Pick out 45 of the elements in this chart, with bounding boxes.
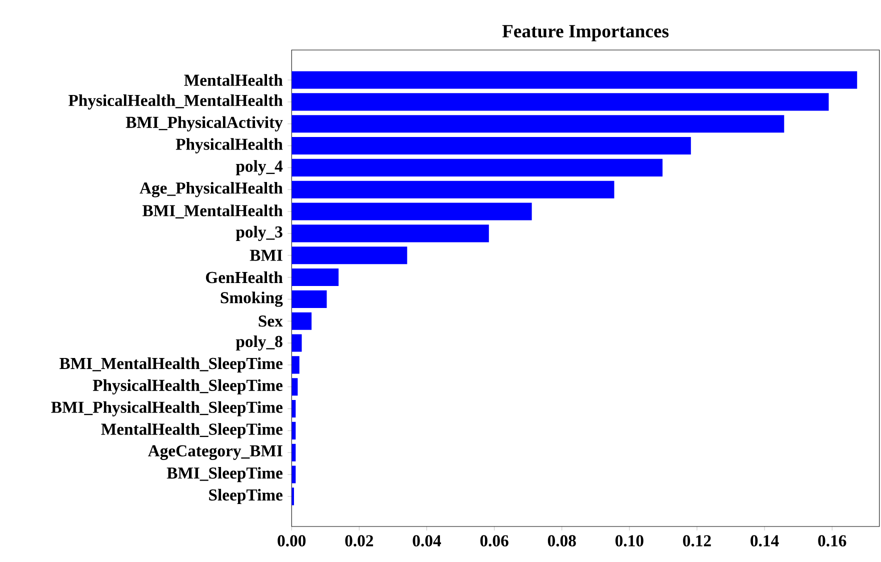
- y-tick-label: Age_PhysicalHealth: [140, 182, 283, 198]
- y-tick-label: PhysicalHealth_MentalHealth: [68, 94, 283, 110]
- y-tick-label: PhysicalHealth: [176, 138, 283, 154]
- x-tick-label: 0.10: [615, 535, 644, 547]
- chart-title: Feature Importances: [502, 25, 669, 42]
- y-tick-label: PhysicalHealth_SleepTime: [92, 379, 282, 395]
- y-tick-label: BMI_PhysicalActivity: [126, 116, 283, 132]
- y-tick-label: poly_3: [236, 226, 282, 242]
- bar: [292, 268, 339, 286]
- y-tick-label: poly_4: [236, 160, 283, 176]
- y-tick-label: Sex: [258, 316, 283, 327]
- bar: [292, 93, 829, 111]
- y-tick-label: poly_8: [236, 336, 282, 351]
- x-tick-label: 0.00: [278, 535, 306, 547]
- bar: [292, 312, 312, 330]
- bar: [292, 334, 302, 352]
- y-tick-label: BMI_PhysicalHealth_SleepTime: [51, 401, 282, 416]
- bar: [292, 180, 614, 198]
- y-tick-label: BMI_SleepTime: [166, 467, 282, 482]
- x-tick-label: 0.02: [345, 535, 374, 547]
- y-tick-label: SleepTime: [209, 488, 282, 504]
- y-tick-label: BMI: [250, 250, 282, 261]
- x-tick-label: 0.08: [548, 535, 576, 547]
- bar: [292, 224, 489, 242]
- x-tick-label: 0.04: [412, 535, 442, 547]
- y-tick-label: BMI_MentalHealth_SleepTime: [60, 357, 282, 373]
- bar: [292, 202, 532, 220]
- y-tick-label: MentalHealth_SleepTime: [101, 423, 282, 438]
- y-tick-label: MentalHealth: [184, 74, 283, 86]
- bar: [292, 137, 691, 155]
- y-tick-label: BMI_MentalHealth: [142, 204, 283, 219]
- y-tick-label: GenHealth: [206, 272, 283, 284]
- bar: [292, 290, 327, 308]
- y-tick-label: Smoking: [220, 292, 283, 307]
- x-tick-label: 0.14: [750, 535, 779, 547]
- bar: [292, 159, 663, 177]
- bar: [292, 378, 298, 396]
- x-tick-label: 0.06: [480, 535, 508, 547]
- y-tick-label: AgeCategory_BMI: [148, 445, 282, 460]
- bar: [292, 115, 784, 133]
- x-tick-label: 0.12: [683, 535, 711, 547]
- bar: [292, 356, 300, 374]
- bar: [292, 71, 858, 89]
- bar: [292, 246, 408, 264]
- x-tick-label: 0.16: [818, 535, 846, 547]
